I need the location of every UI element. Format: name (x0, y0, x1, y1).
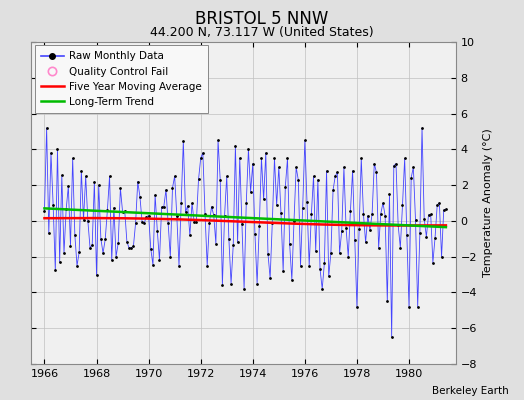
Y-axis label: Temperature Anomaly (°C): Temperature Anomaly (°C) (483, 129, 493, 277)
Text: BRISTOL 5 NNW: BRISTOL 5 NNW (195, 10, 329, 28)
Text: Berkeley Earth: Berkeley Earth (432, 386, 508, 396)
Text: 44.200 N, 73.117 W (United States): 44.200 N, 73.117 W (United States) (150, 26, 374, 39)
Legend: Raw Monthly Data, Quality Control Fail, Five Year Moving Average, Long-Term Tren: Raw Monthly Data, Quality Control Fail, … (35, 45, 208, 113)
